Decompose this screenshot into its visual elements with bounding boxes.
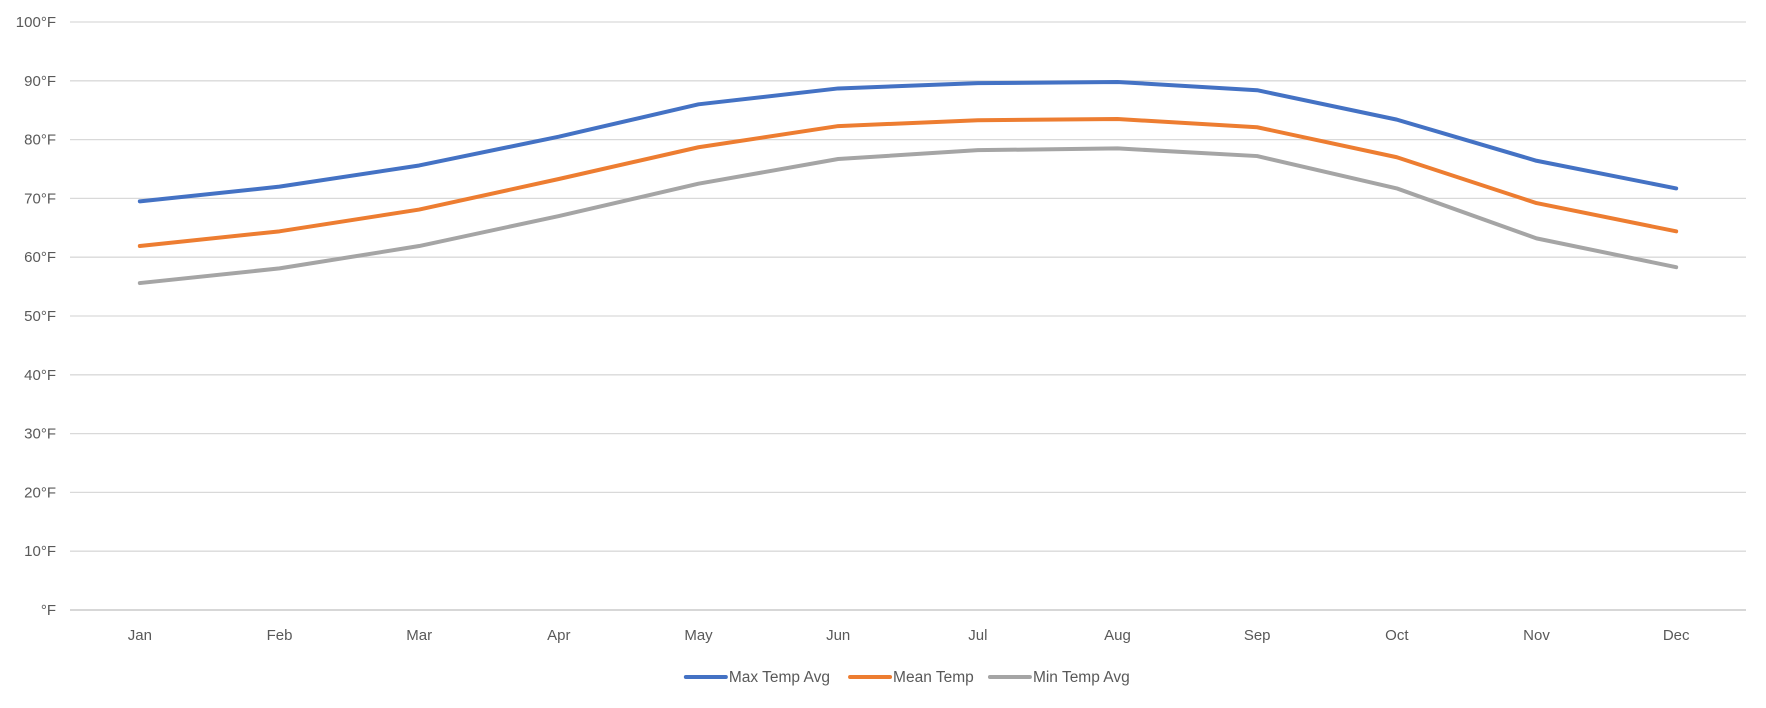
x-tick-label: Feb [267,627,293,644]
y-tick-label: 30°F [24,426,56,443]
grid-lines [70,21,1746,611]
legend-item-min-temp-avg: Min Temp Avg [987,669,1130,686]
y-axis-tick-labels: °F 10°F 20°F 30°F 40°F 50°F 60°F 70°F 80°F 90°F 10… [16,14,56,619]
y-tick-label: 70°F [24,190,56,207]
x-tick-label: Sep [1244,627,1271,644]
y-tick-label: 90°F [24,73,56,90]
x-tick-label: Jun [826,627,850,644]
y-tick-label: 50°F [24,308,56,325]
x-tick-label: Nov [1523,627,1550,644]
legend-item-max-temp-avg: Max Temp Avg [683,669,830,686]
legend-item-mean-temp: Mean Temp [848,669,974,686]
y-tick-label: 100°F [16,14,56,31]
series-line-max-temp-avg [137,79,1679,204]
x-tick-label: Aug [1104,627,1131,644]
x-tick-label: Jul [968,627,987,644]
legend: Max Temp Avg Mean Temp Min Temp Avg [683,669,1130,686]
x-tick-label: Apr [547,627,570,644]
y-tick-label: 20°F [24,484,56,501]
y-tick-label: 60°F [24,249,56,266]
series-line-min-temp-avg [137,146,1679,286]
y-tick-label: 10°F [24,543,56,560]
series-lines [137,79,1679,286]
x-axis-tick-labels: Jan Feb Mar Apr May Jun Jul Aug Sep Oct Nov Dec [128,627,1690,644]
legend-label: Mean Temp [893,669,974,686]
x-tick-label: May [684,627,713,644]
y-tick-label: 40°F [24,367,56,384]
legend-label: Max Temp Avg [729,669,830,686]
x-tick-label: Dec [1663,627,1690,644]
x-tick-label: Oct [1385,627,1409,644]
series-line-mean-temp [137,117,1679,249]
y-tick-label: 80°F [24,132,56,149]
x-tick-label: Mar [406,627,432,644]
x-tick-label: Jan [128,627,152,644]
y-tick-label: °F [41,602,56,619]
legend-label: Min Temp Avg [1033,669,1130,686]
